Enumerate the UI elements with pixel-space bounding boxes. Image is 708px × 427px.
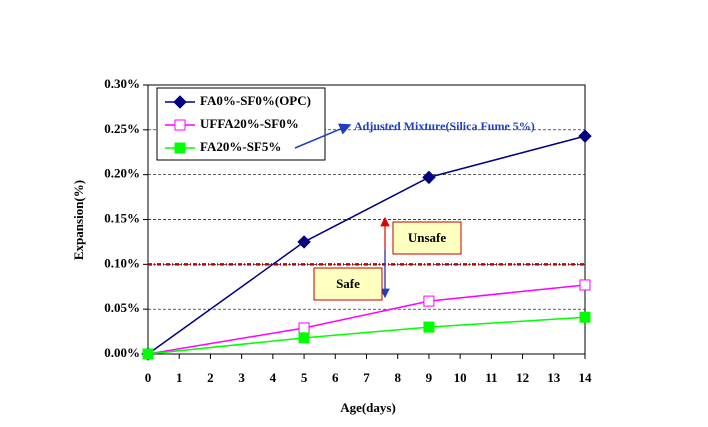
series-line (147, 284, 586, 355)
y-axis-label: Expansion(%) (71, 180, 86, 260)
data-point (142, 348, 154, 360)
y-tick-label: 0.30% (104, 76, 140, 91)
annotation: Safe (336, 276, 360, 291)
legend-label: UFFA20%-SF0% (200, 116, 299, 131)
x-tick-label: 13 (547, 370, 561, 385)
legend-marker (174, 119, 186, 131)
x-tick-label: 1 (176, 370, 183, 385)
y-tick-label: 0.05% (104, 300, 140, 315)
x-tick-label: 4 (270, 370, 277, 385)
x-tick-label: 7 (363, 370, 370, 385)
data-point (578, 129, 592, 143)
legend-label: FA0%-SF0%(OPC) (200, 93, 311, 108)
x-tick-label: 9 (426, 370, 433, 385)
y-tick-label: 0.10% (104, 255, 140, 270)
x-tick-label: 0 (145, 370, 152, 385)
data-point (579, 311, 591, 323)
data-point (579, 279, 591, 291)
y-tick-label: 0.15% (104, 210, 140, 225)
data-point (297, 235, 311, 249)
y-tick-label: 0.20% (104, 166, 140, 181)
data-point (423, 295, 435, 307)
x-tick-label: 5 (301, 370, 308, 385)
pointer-arrow (294, 123, 352, 149)
x-tick-label: 8 (394, 370, 401, 385)
y-tick-label: 0.25% (104, 121, 140, 136)
data-point (422, 170, 436, 185)
x-tick-label: 6 (332, 370, 339, 385)
annotation: Adjusted Mixture(Silica Fume 5%) (354, 119, 535, 133)
x-tick-label: 14 (579, 370, 593, 385)
series-line (147, 135, 586, 355)
data-point (298, 322, 310, 334)
safe-box (313, 267, 383, 301)
legend-marker (174, 142, 186, 154)
x-tick-label: 2 (207, 370, 214, 385)
x-tick-label: 11 (485, 370, 497, 385)
data-point (298, 332, 310, 344)
y-tick-label: 0.00% (104, 345, 140, 360)
x-axis-label: Age(days) (340, 400, 396, 415)
legend-marker (173, 95, 187, 109)
legend-label: FA20%-SF5% (200, 139, 281, 154)
series-line (147, 316, 586, 355)
annotation: Unsafe (408, 230, 447, 245)
x-tick-label: 12 (516, 370, 529, 385)
unsafe-box (392, 221, 462, 255)
x-tick-label: 3 (238, 370, 245, 385)
data-point (423, 321, 435, 333)
x-tick-label: 10 (454, 370, 467, 385)
